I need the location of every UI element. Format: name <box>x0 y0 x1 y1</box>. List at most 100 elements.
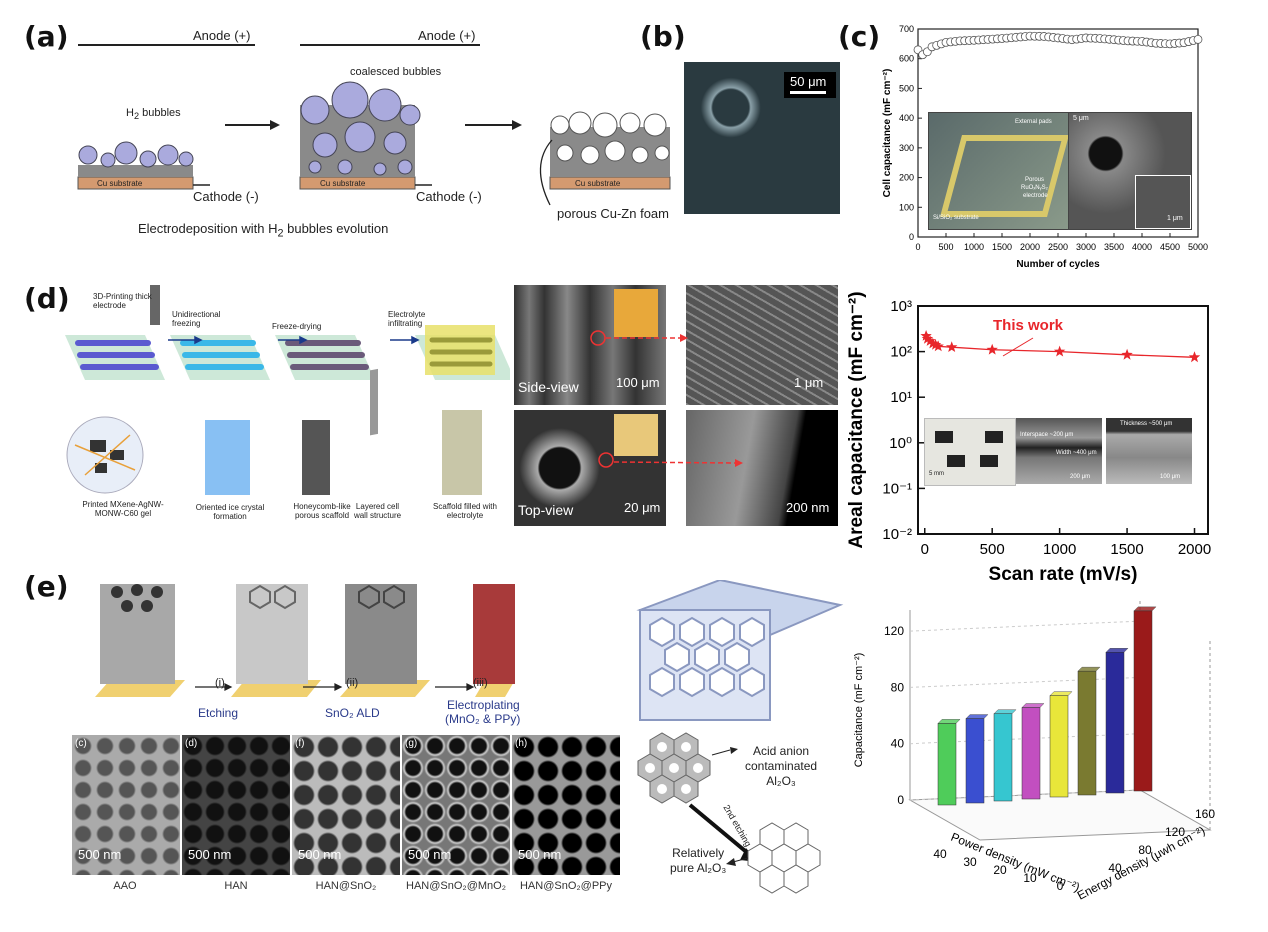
panel-a-caption: Electrodeposition with H2 bubbles evolut… <box>138 221 389 240</box>
x-tick-label: 10 <box>1023 871 1037 885</box>
y-tick-label: 300 <box>899 143 914 153</box>
y-tick-label: 600 <box>899 54 914 64</box>
anode-label-2: Anode (+) <box>418 28 476 43</box>
printed-device-photo: 5 mm <box>924 418 1016 486</box>
x-tick-label: 1500 <box>1110 541 1143 558</box>
z-tick-label: 120 <box>884 624 904 638</box>
sem-aao: (c) 500 nm <box>72 735 180 875</box>
nanowire-sem: 1 μm <box>686 285 838 405</box>
substrate-label-2: Cu substrate <box>320 179 366 188</box>
x-tick-label: 3500 <box>1104 242 1124 252</box>
sem-caption-han-sno2-ppy: HAN@SnO₂@PPy <box>519 880 612 892</box>
grid-line <box>909 620 1141 632</box>
h2-bubbles-label: H2 bubbles <box>126 107 181 122</box>
z-axis-label: Capacitance (mF cm⁻²) <box>853 653 865 768</box>
x-tick-label: 5000 <box>1188 242 1208 252</box>
data-point <box>1053 345 1066 357</box>
z-tick-label: 0 <box>897 793 904 807</box>
bar <box>1049 695 1069 798</box>
panel-label-b: (b) <box>640 20 686 53</box>
data-point <box>1121 348 1133 360</box>
sem-caption-aao: AAO <box>113 880 137 892</box>
x-tick-label: 1000 <box>964 242 984 252</box>
panel-label-e: (e) <box>24 570 69 603</box>
x-tick-label: 0 <box>915 242 920 252</box>
y-axis-label: Cell capacitance (mF cm⁻²) <box>882 69 893 198</box>
data-point <box>932 340 944 352</box>
thickness-sem: Thickness ~500 μm 100 μm <box>1106 418 1192 484</box>
legend-this-work: This work <box>993 317 1064 334</box>
y-tick-label: 10⁻² <box>882 526 912 543</box>
x-tick-label: 500 <box>980 541 1005 558</box>
y-tick-label: 120 <box>1165 825 1185 839</box>
bar <box>993 713 1013 802</box>
sem-caption-han-sno2: HAN@SnO₂ <box>315 880 377 892</box>
data-point <box>946 341 958 352</box>
y-tick-label: 10¹ <box>890 389 912 406</box>
x-tick-label: 1000 <box>1043 541 1076 558</box>
y-tick-label: 10² <box>890 344 912 361</box>
freeze-casting-schematic <box>65 285 510 495</box>
bar-top <box>1077 666 1101 672</box>
cathode-label-2: Cathode (-) <box>416 189 482 204</box>
x-tick-label: 2500 <box>1048 242 1068 252</box>
x-tick-label: 20 <box>993 863 1007 877</box>
foam-label: porous Cu-Zn foam <box>557 206 669 221</box>
zoom-arrows <box>590 330 743 468</box>
pure-alumina-label: Relatively pure Al₂O₃ <box>670 846 727 875</box>
honeycomb-diagram <box>636 580 844 894</box>
cathode-label-1: Cathode (-) <box>193 189 259 204</box>
x-tick-label: 2000 <box>1020 242 1040 252</box>
y-tick-label: 80 <box>1138 843 1152 857</box>
plot-frame <box>917 305 1209 535</box>
x-tick-label: 30 <box>963 855 977 869</box>
han-fabrication-schematic <box>95 584 515 697</box>
bar <box>965 718 985 804</box>
x-axis-label: Scan rate (mV/s) <box>989 564 1138 585</box>
wall-sem: 200 nm <box>686 410 838 526</box>
bubble-schematic <box>77 44 671 206</box>
x-tick-label: 3000 <box>1076 242 1096 252</box>
bar-top <box>1049 691 1073 696</box>
bar-top <box>965 714 989 719</box>
interspace-sem: Interspace ~200 μm Width ~400 μm 200 μm <box>1016 418 1102 484</box>
x-tick-label: 40 <box>933 847 947 861</box>
y-tick-label: 100 <box>899 202 914 212</box>
y-tick-label: 40 <box>1108 861 1122 875</box>
x-tick-label: 0 <box>921 541 929 558</box>
y-axis-label: Areal capacitance (mF cm⁻²) <box>846 291 867 548</box>
side-view-sem: Side-view 100 μm <box>514 285 666 405</box>
cycling-chart: 0 500 1000 1500 2000 2500 3000 3500 4000 4500 5000… <box>882 25 1208 270</box>
y-tick-label: 160 <box>1195 807 1215 821</box>
substrate-label-3: Cu substrate <box>575 179 621 188</box>
x-axis-label: Number of cycles <box>1016 259 1100 270</box>
sem-han: (d) 500 nm <box>182 735 290 875</box>
data-point <box>1188 351 1201 363</box>
substrate-label-1: Cu substrate <box>97 179 143 188</box>
top-view-sem: Top-view 20 μm <box>514 410 666 526</box>
y-tick-label: 700 <box>899 25 914 34</box>
device-inset: External pads Porous RuOₓNᵧS₂ electrode … <box>928 112 1070 230</box>
areal-capacitance-chart: 0 500 1000 1500 2000 10⁻² 10⁻¹ 10⁰ 10¹ 10² 10³ This… <box>846 291 1211 585</box>
data-point <box>924 335 936 346</box>
coalesced-label: coalesced bubbles <box>350 66 442 78</box>
bar <box>937 723 957 806</box>
data-point <box>929 338 942 350</box>
x-tick-label: 2000 <box>1178 541 1211 558</box>
y-tick-label: 10⁻¹ <box>882 480 912 497</box>
x-tick-label: 1500 <box>992 242 1012 252</box>
y-tick-label: 400 <box>899 113 914 123</box>
x-tick-label: 0 <box>1057 879 1064 893</box>
bar-top <box>993 709 1017 714</box>
bar-top <box>1021 703 1045 708</box>
sem-caption-han: HAN <box>224 880 248 892</box>
sem-caption-han-sno2-mno2: HAN@SnO₂@MnO₂ <box>406 880 506 892</box>
scale-bar: 50 μm <box>790 74 827 94</box>
acid-anion-label: Acid anion contaminated Al₂O₃ <box>745 744 818 788</box>
panel-label-a: (a) <box>24 20 69 53</box>
y-tick-label: 10³ <box>890 298 912 315</box>
y-tick-label: 10⁰ <box>889 435 912 452</box>
z-tick-label: 40 <box>891 737 905 751</box>
bar <box>1105 652 1125 794</box>
data-point <box>1193 34 1203 44</box>
